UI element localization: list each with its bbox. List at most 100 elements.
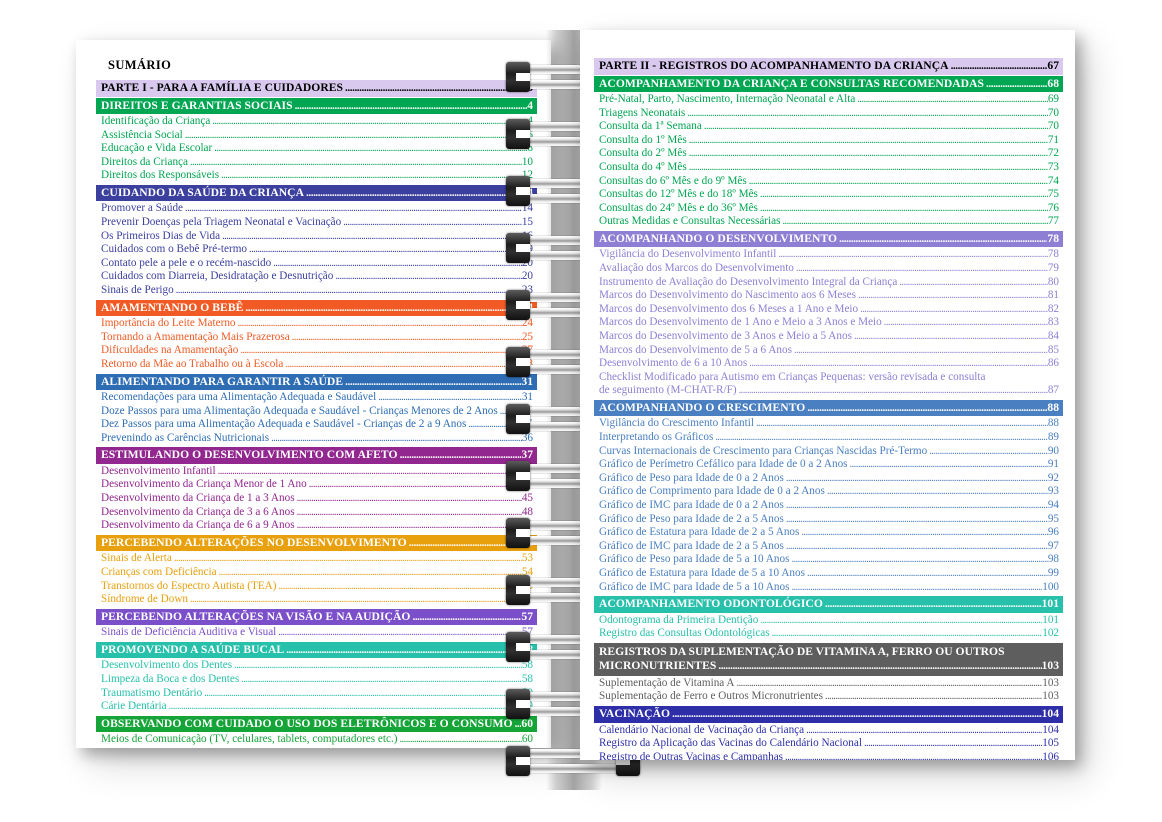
toc-entry[interactable]: Cuidados com Diarreia, Desidratação e De…	[96, 270, 537, 284]
toc-entry[interactable]: Marcos do Desenvolvimento de 1 Ano e Mei…	[594, 316, 1063, 330]
toc-entry[interactable]: Suplementação de Ferro e Outros Micronut…	[594, 690, 1063, 704]
toc-entry[interactable]: Suplementação de Vitamina A.............…	[594, 677, 1063, 691]
toc-entry[interactable]: Consultas do 12º Mês e do 18º Mês.......…	[594, 188, 1063, 202]
toc-entry[interactable]: Direitos dos Responsáveis...............…	[96, 169, 537, 183]
toc-entry-page: 71	[1047, 133, 1059, 146]
toc-entry[interactable]: Marcos do Desenvolvimento de 5 a 6 Anos.…	[594, 344, 1063, 358]
toc-entry[interactable]: Traumatismo Dentário....................…	[96, 687, 537, 701]
toc-chapter-header[interactable]: ACOMPANHAMENTO DA CRIANÇA E CONSULTAS RE…	[594, 75, 1063, 92]
toc-entry[interactable]: Marcos do Desenvolvimento dos 6 Meses a …	[594, 303, 1063, 317]
toc-entry[interactable]: Doze Passos para uma Alimentação Adequad…	[96, 405, 537, 419]
toc-entry[interactable]: Consulta do 4º Mês......................…	[594, 161, 1063, 175]
toc-entry[interactable]: Marcos do Desenvolvimento do Nascimento …	[594, 289, 1063, 303]
toc-entry[interactable]: Desenvolvimento da Criança de 3 a 6 Anos…	[96, 506, 537, 520]
toc-entry[interactable]: Sinais de Deficiência Auditiva e Visual.…	[96, 626, 537, 640]
toc-chapter-header[interactable]: PERCEBENDO ALTERAÇÕES NA VISÃO E NA AUDI…	[96, 608, 537, 626]
toc-entry[interactable]: Consulta do 1º Mês......................…	[594, 134, 1063, 148]
toc-chapter-header[interactable]: ALIMENTANDO PARA GARANTIR A SAÚDE.......…	[96, 373, 537, 390]
toc-entry[interactable]: Dez Passos para uma Alimentação Adequada…	[96, 418, 537, 432]
toc-entry[interactable]: Tornando a Amamentação Mais Prazerosa...…	[96, 331, 537, 345]
toc-entry[interactable]: Gráfico de Peso para Idade de 2 a 5 Anos…	[594, 513, 1063, 527]
toc-entry[interactable]: Desenvolvimento de 6 a 10 Anos..........…	[594, 357, 1063, 371]
toc-chapter-header[interactable]: ACOMPANHANDO O DESENVOLVIMENTO..........…	[594, 230, 1063, 248]
toc-chapter-header[interactable]: REGISTROS DA SUPLEMENTAÇÃO DE VITAMINA A…	[594, 642, 1063, 676]
toc-entry[interactable]: Registro das Consultas Odontológicas....…	[594, 627, 1063, 641]
toc-entry[interactable]: Pré-Natal, Parto, Nascimento, Internação…	[594, 93, 1063, 107]
toc-entry[interactable]: Gráfico de Perímetro Cefálico para Idade…	[594, 458, 1063, 472]
toc-entry[interactable]: Meios de Comunicação (TV, celulares, tab…	[96, 733, 537, 747]
toc-entry-title: Sinais de Deficiência Auditiva e Visual	[101, 626, 277, 639]
toc-entry[interactable]: Gráfico de Peso para Idade de 0 a 2 Anos…	[594, 472, 1063, 486]
toc-entry[interactable]: Triagens Neonatais......................…	[594, 107, 1063, 121]
toc-entry[interactable]: Checklist Modificado para Autismo em Cri…	[594, 371, 1063, 398]
toc-entry[interactable]: Desenvolvimento dos Dentes..............…	[96, 659, 537, 673]
toc-entry[interactable]: Outras Medidas e Consultas Necessárias..…	[594, 215, 1063, 229]
toc-chapter-header[interactable]: VACINAÇÃO...............................…	[594, 706, 1063, 723]
toc-entry[interactable]: Gráfico de IMC para Idade de 5 a 10 Anos…	[594, 581, 1063, 595]
toc-entry[interactable]: Promover a Saúde........................…	[96, 202, 537, 216]
toc-chapter-header[interactable]: ACOMPANHANDO O CRESCIMENTO..............…	[594, 399, 1063, 417]
toc-chapter-header[interactable]: PERCEBENDO ALTERAÇÕES NO DESENVOLVIMENTO…	[96, 534, 537, 552]
toc-entry[interactable]: Cuidados com o Bebê Pré-termo...........…	[96, 243, 537, 257]
toc-entry[interactable]: Consulta do 2º Mês......................…	[594, 147, 1063, 161]
toc-entry[interactable]: Consultas do 24º Mês e do 36º Mês.......…	[594, 202, 1063, 216]
toc-entry[interactable]: Importância do Leite Materno............…	[96, 317, 537, 331]
toc-entry[interactable]: Transtornos do Espectro Autista (TEA)...…	[96, 580, 537, 594]
toc-entry-title: Consultas do 24º Mês e do 36º Mês	[599, 201, 758, 214]
toc-chapter-header[interactable]: CUIDANDO DA SAÚDE DA CRIANÇA............…	[96, 184, 537, 202]
toc-chapter-header[interactable]: OBSERVANDO COM CUIDADO O USO DOS ELETRÔN…	[96, 715, 537, 733]
toc-entry[interactable]: Odontograma da Primeira Dentição........…	[594, 614, 1063, 628]
toc-chapter-header[interactable]: DIREITOS E GARANTIAS SOCIAIS............…	[96, 97, 537, 114]
toc-entry[interactable]: Sinais de Perigo........................…	[96, 284, 537, 298]
toc-entry[interactable]: Assistência Social......................…	[96, 129, 537, 143]
toc-entry[interactable]: Recomendações para uma Alimentação Adequ…	[96, 391, 537, 405]
toc-entry[interactable]: Registro de Outras Vacinas e Campanhas..…	[594, 751, 1063, 760]
toc-entry[interactable]: Limpeza da Boca e dos Dentes............…	[96, 673, 537, 687]
leader-dots: ........................................…	[294, 99, 528, 112]
toc-entry[interactable]: Consulta da 1ª Semana...................…	[594, 120, 1063, 134]
toc-chapter-header[interactable]: ACOMPANHAMENTO ODONTOLÓGICO.............…	[594, 596, 1063, 613]
toc-entry[interactable]: Desenvolvimento da Criança de 1 a 3 Anos…	[96, 492, 537, 506]
toc-chapter-header[interactable]: AMAMENTANDO O BEBÊ......................…	[96, 299, 537, 317]
toc-entry[interactable]: Desenvolvimento Infantil................…	[96, 465, 537, 479]
toc-entry[interactable]: Calendário Nacional de Vacinação da Cria…	[594, 724, 1063, 738]
toc-entry[interactable]: Gráfico de Estatura para Idade de 2 a 5 …	[594, 526, 1063, 540]
toc-entry[interactable]: Síndrome de Down........................…	[96, 593, 537, 607]
toc-entry[interactable]: Gráfico de Comprimento para Idade de 0 a…	[594, 485, 1063, 499]
toc-entry[interactable]: Prevenir Doenças pela Triagem Neonatal e…	[96, 216, 537, 230]
toc-entry[interactable]: Vigilância do Desenvolvimento Infantil..…	[594, 248, 1063, 262]
toc-header-page: 68	[1047, 76, 1059, 90]
toc-entry[interactable]: Os Primeiros Dias de Vida...............…	[96, 230, 537, 244]
toc-entry[interactable]: Gráfico de Estatura para Idade de 5 a 10…	[594, 567, 1063, 581]
leader-dots: ........................................…	[672, 708, 1042, 721]
toc-entry[interactable]: Sinais de Alerta........................…	[96, 552, 537, 566]
toc-entry-page: 58	[521, 672, 533, 685]
toc-entry[interactable]: Crianças com Deficiência................…	[96, 566, 537, 580]
toc-entry[interactable]: Gráfico de IMC para Idade de 0 a 2 Anos.…	[594, 499, 1063, 513]
toc-entry[interactable]: Registro da Aplicação das Vacinas do Cal…	[594, 737, 1063, 751]
toc-entry[interactable]: Instrumento de Avaliação do Desenvolvime…	[594, 276, 1063, 290]
toc-entry[interactable]: Avaliação dos Marcos do Desenvolvimento.…	[594, 262, 1063, 276]
toc-chapter-header[interactable]: PROMOVENDO A SAÚDE BUCAL................…	[96, 641, 537, 659]
toc-entry[interactable]: Vigilância do Crescimento Infantil......…	[594, 417, 1063, 431]
toc-entry[interactable]: Desenvolvimento da Criança de 6 a 9 Anos…	[96, 519, 537, 533]
toc-entry[interactable]: Gráfico de Peso para Idade de 5 a 10 Ano…	[594, 553, 1063, 567]
toc-entry[interactable]: Consultas do 6º Mês e do 9º Mês.........…	[594, 175, 1063, 189]
toc-entry[interactable]: Dificuldades na Amamentação.............…	[96, 344, 537, 358]
toc-entry[interactable]: Educação e Vida Escolar.................…	[96, 142, 537, 156]
toc-entry[interactable]: Interpretando os Gráficos...............…	[594, 431, 1063, 445]
toc-entry[interactable]: Retorno da Mãe ao Trabalho ou à Escola..…	[96, 358, 537, 372]
toc-part-header[interactable]: PARTE I - PARA A FAMÍLIA E CUIDADORES...…	[96, 80, 537, 97]
toc-entry[interactable]: Curvas Internacionais de Crescimento par…	[594, 445, 1063, 459]
toc-entry[interactable]: Marcos do Desenvolvimento de 3 Anos e Me…	[594, 330, 1063, 344]
toc-entry[interactable]: Contato pele a pele e o recém-nascido...…	[96, 257, 537, 271]
toc-entry[interactable]: Prevenindo as Carências Nutricionais....…	[96, 432, 537, 446]
toc-entry[interactable]: Gráfico de IMC para Idade de 2 a 5 Anos.…	[594, 540, 1063, 554]
toc-entry[interactable]: Cárie Dentária..........................…	[96, 700, 537, 714]
toc-chapter-header[interactable]: ESTIMULANDO O DESENVOLVIMENTO COM AFETO.…	[96, 447, 537, 464]
toc-part-header[interactable]: PARTE II - REGISTROS DO ACOMPANHAMENTO D…	[594, 58, 1063, 75]
toc-entry[interactable]: Identificação da Criança................…	[96, 115, 537, 129]
toc-entry[interactable]: Consumo em Geral........................…	[96, 747, 537, 748]
toc-entry[interactable]: Desenvolvimento da Criança Menor de 1 An…	[96, 478, 537, 492]
toc-entry[interactable]: Direitos da Criança.....................…	[96, 156, 537, 170]
